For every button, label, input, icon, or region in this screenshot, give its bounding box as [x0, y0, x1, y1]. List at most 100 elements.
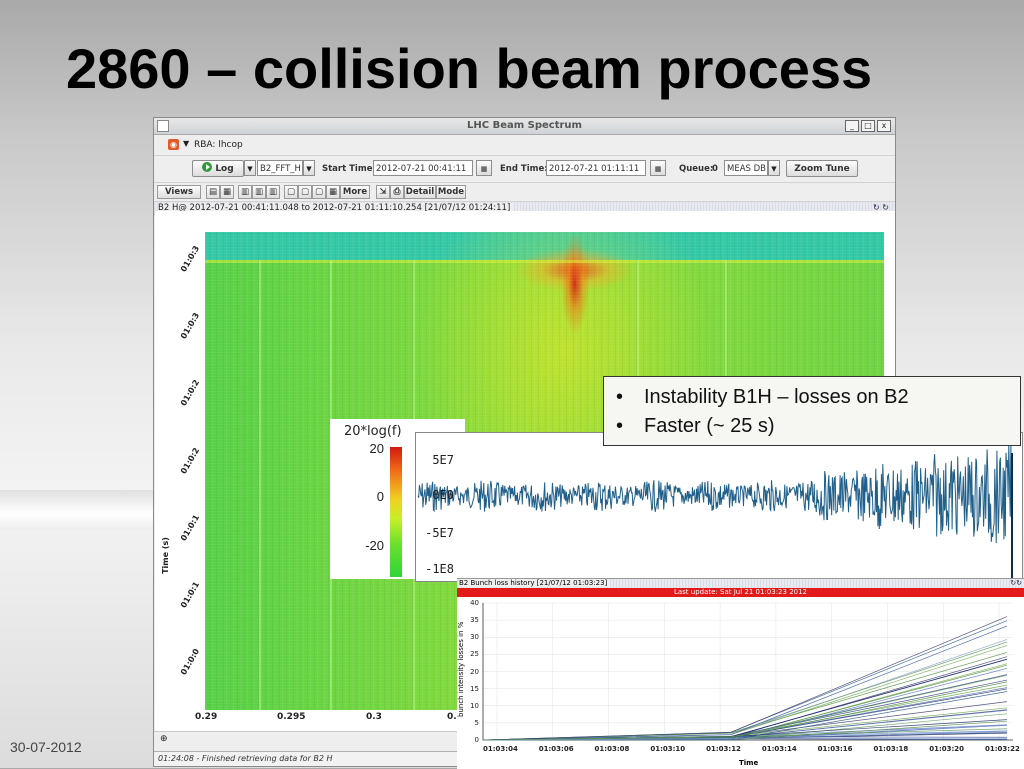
log-label: Log	[215, 164, 234, 174]
x-tick-label: 0.295	[277, 712, 306, 722]
colorbar-gradient	[390, 447, 402, 577]
mode-button[interactable]: Mode	[436, 185, 466, 199]
loss-x-tick: 01:03:18	[873, 745, 909, 753]
bunch-loss-line	[482, 674, 1008, 741]
loss-x-axis-title: Time	[739, 759, 758, 767]
refresh-icon[interactable]: ↻ ↻	[873, 203, 889, 212]
window-title: LHC Beam Spectrum	[467, 120, 582, 131]
waveform-inset	[415, 432, 1023, 582]
end-time-picker-icon[interactable]: ▦	[650, 160, 666, 176]
layout-icon-3[interactable]: ▥	[238, 185, 252, 199]
export-icon[interactable]: ⇲	[376, 185, 390, 199]
colorbar-tick: 20	[369, 441, 384, 456]
signal-dropdown[interactable]: ▼	[303, 160, 315, 176]
background-band	[0, 490, 160, 530]
loss-y-tick: 10	[470, 701, 479, 710]
y-tick-label: 01:0:3	[179, 311, 202, 341]
y-tick-label: 01:0:3	[179, 244, 202, 274]
y-tick-label: 01:0:1	[179, 580, 202, 610]
log-button[interactable]: Log	[192, 160, 244, 177]
rba-dropdown-icon[interactable]: ▼	[183, 139, 190, 148]
window-titlebar[interactable]: LHC Beam Spectrum _ □ x	[154, 118, 895, 135]
views-button[interactable]: Views	[157, 185, 201, 199]
y-axis-title: Time (s)	[160, 537, 170, 574]
loss-lines	[482, 616, 1008, 741]
close-button[interactable]: x	[877, 120, 891, 132]
waveform-y-tick: 5E7	[432, 453, 454, 467]
loss-x-tick: 01:03:04	[483, 745, 518, 753]
bunch-loss-line	[482, 691, 1008, 741]
detail-button[interactable]: Detail	[404, 185, 436, 199]
loss-y-tick: 20	[470, 667, 479, 676]
colorbar-tick: 0	[376, 489, 384, 504]
loss-y-tick: 40	[470, 599, 479, 607]
waveform-trace	[417, 444, 1013, 544]
loss-header-text: B2 Bunch loss history [21/07/12 01:03:23…	[459, 579, 611, 587]
layout-icon-4[interactable]: ▥	[252, 185, 266, 199]
loss-header-bar: B2 Bunch loss history [21/07/12 01:03:23…	[457, 579, 1024, 588]
start-time-field[interactable]: 2012-07-21 00:41:11	[373, 160, 473, 176]
app-icon	[157, 120, 169, 132]
loss-y-tick: 5	[474, 718, 479, 727]
y-tick-label: 01:0:2	[179, 446, 202, 476]
waveform-svg	[417, 444, 1013, 581]
start-time-picker-icon[interactable]: ▦	[476, 160, 492, 176]
maximize-button[interactable]: □	[861, 120, 875, 132]
bunch-loss-line	[482, 620, 1008, 741]
y-tick-label: 01:0:1	[179, 513, 202, 543]
signal-select[interactable]: B2_FFT_H	[257, 160, 303, 176]
minimize-button[interactable]: _	[845, 120, 859, 132]
colorbar-title: 20*log(f)	[344, 424, 402, 439]
queue-label: Queue:	[679, 164, 714, 174]
bunch-loss-line	[482, 738, 1008, 741]
end-time-label: End Time:	[500, 164, 548, 174]
layout-icon-6[interactable]: ▢	[284, 185, 298, 199]
print-icon[interactable]: ⎙	[390, 185, 404, 199]
loss-y-tick: 30	[470, 633, 479, 642]
source-dropdown[interactable]: ▼	[768, 160, 780, 176]
layout-icon-1[interactable]: ▤	[206, 185, 220, 199]
layout-icon-8[interactable]: ▢	[312, 185, 326, 199]
loss-y-tick: 25	[470, 650, 479, 659]
layout-icon-5[interactable]: ▥	[266, 185, 280, 199]
loss-y-axis-title: bunch intensity losses in %	[457, 621, 465, 717]
views-toolbar: Views ▤ ▦ ▥ ▥ ▥ ▢ ▢ ▢ ▦ More ⇲ ⎙ Detail …	[154, 183, 895, 202]
bullet-box: Instability B1H – losses on B2 Faster (~…	[603, 376, 1021, 446]
more-button[interactable]: More	[340, 185, 370, 199]
rba-icon[interactable]: ◉	[168, 139, 179, 150]
waveform-y-tick: -5E7	[425, 526, 454, 540]
main-toolbar: Log ▼ B2_FFT_H ▼ Start Time: 2012-07-21 …	[154, 156, 895, 183]
bunch-loss-line	[482, 656, 1008, 741]
layout-icon-7[interactable]: ▢	[298, 185, 312, 199]
source-select[interactable]: MEAS DB	[724, 160, 768, 176]
loss-x-tick: 01:03:10	[650, 745, 686, 753]
bullet-item: Faster (~ 25 s)	[616, 412, 1020, 441]
slide-date: 30-07-2012	[10, 739, 82, 755]
rba-label: RBA: lhcop	[194, 140, 243, 150]
loss-y-tick: 15	[470, 684, 479, 693]
rba-row: ◉ ▼ RBA: lhcop	[154, 135, 895, 156]
end-time-field[interactable]: 2012-07-21 01:11:11	[546, 160, 646, 176]
bunch-loss-line	[482, 707, 1008, 741]
plot-header-text: B2 H@ 2012-07-21 00:41:11.048 to 2012-07…	[158, 203, 514, 213]
bunch-loss-line	[482, 687, 1008, 741]
x-tick-label: 0.3	[447, 712, 463, 722]
play-icon	[202, 162, 213, 172]
waveform-y-tick: 0E0	[432, 488, 454, 502]
bunch-loss-line	[482, 684, 1008, 741]
y-tick-label: 01:0:2	[179, 378, 202, 408]
loss-x-tick: 01:03:16	[817, 745, 853, 753]
loss-y-tick: 0	[474, 736, 479, 744]
loss-x-tick: 01:03:12	[706, 745, 741, 753]
zoom-tune-button[interactable]: Zoom Tune	[786, 160, 858, 177]
last-update-bar: Last update: Sat Jul 21 01:03:23 2012	[457, 588, 1024, 597]
bullet-item: Instability B1H – losses on B2	[616, 383, 1020, 412]
layout-icon-9[interactable]: ▦	[326, 185, 340, 199]
loss-refresh-icon[interactable]: ↻↻	[1010, 580, 1022, 587]
status-text: 01:24:08 - Finished retrieving data for …	[158, 754, 333, 763]
log-dropdown[interactable]: ▼	[244, 160, 256, 176]
layout-icon-2[interactable]: ▦	[220, 185, 234, 199]
queue-value: 0	[712, 164, 718, 174]
x-tick-label: 0.3	[366, 712, 382, 722]
expand-icon[interactable]: ⊕	[160, 734, 168, 744]
